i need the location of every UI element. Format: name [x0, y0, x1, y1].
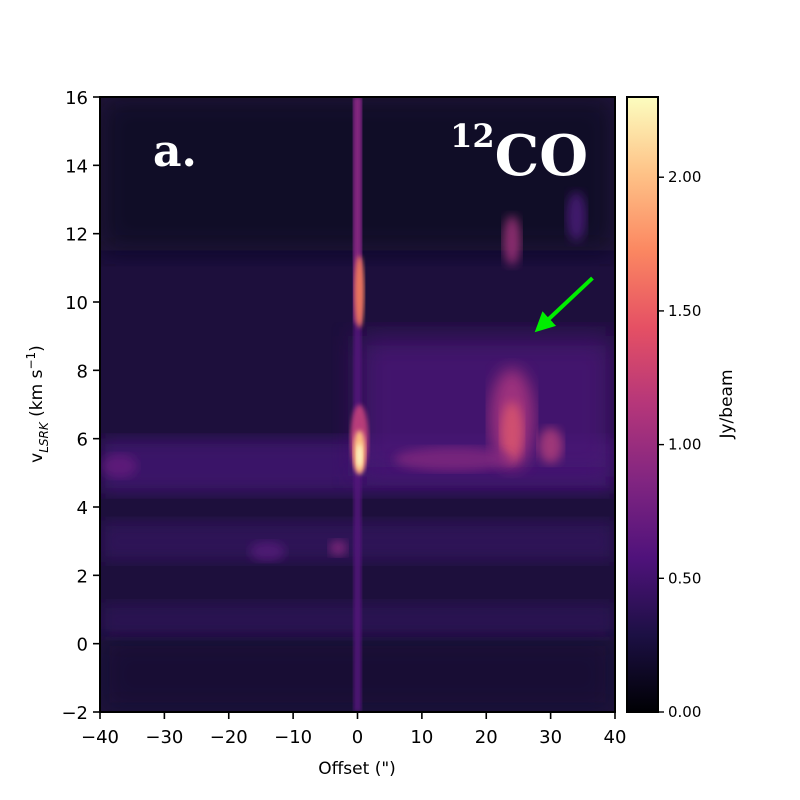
west-knot [249, 541, 286, 562]
y-tick-label: 14 [65, 156, 88, 177]
y-tick-label: −2 [61, 703, 88, 724]
y-tick-label: 12 [65, 225, 88, 246]
colorbar-label: Jy/beam [717, 369, 737, 439]
y-tick-label: 6 [77, 430, 88, 451]
x-tick-label: 10 [410, 727, 433, 748]
west-edge-knot [101, 454, 138, 478]
tracer-label: 12CO [450, 117, 588, 189]
y-tick-label: 0 [77, 635, 88, 656]
central-knot-low [329, 540, 348, 556]
y-tick-label: 10 [65, 293, 88, 314]
x-tick-label: −20 [210, 727, 248, 748]
east-cloud-tail [538, 427, 563, 464]
y-tick-label: 16 [65, 88, 88, 109]
x-tick-label: 20 [475, 727, 498, 748]
x-tick-label: 30 [539, 727, 562, 748]
x-tick-label: −30 [145, 727, 183, 748]
colorbar-tick-label: 1.50 [668, 302, 701, 320]
east-blob-high [503, 215, 521, 266]
central-peak-core [356, 443, 363, 468]
y-tick-label: 4 [77, 498, 88, 519]
y-tick-label: 8 [77, 361, 88, 382]
panel-label: a. [153, 126, 197, 177]
central-streak [353, 97, 362, 712]
x-tick-label: 0 [352, 727, 363, 748]
colorbar-tick-label: 2.00 [668, 168, 701, 186]
x-axis-label: Offset (") [318, 759, 396, 779]
heatmap-image [100, 97, 615, 712]
colorbar-tick-label: 0.50 [668, 569, 701, 587]
colorbar-tick-label: 1.00 [668, 436, 701, 454]
colorbar-tick-label: 0.00 [668, 703, 701, 721]
central-streak-upper [353, 97, 362, 323]
plateau-glow [394, 447, 515, 472]
feature-arrow [534, 276, 594, 333]
x-tick-label: −10 [274, 727, 312, 748]
x-tick-label: −40 [81, 727, 119, 748]
colorbar-ticks: 0.00 0.50 1.00 1.50 2.00 [658, 168, 701, 721]
x-axis-ticks: −40 −30 −20 −10 0 10 20 30 40 [81, 712, 626, 748]
east-cloud-core [501, 401, 523, 462]
y-axis-ticks: −2 0 2 4 6 8 10 12 14 16 [61, 88, 100, 724]
y-tick-label: 2 [77, 566, 88, 587]
colorbar [626, 96, 659, 713]
x-tick-label: 40 [604, 727, 627, 748]
y-axis-label: vLSRK (km s−1) [24, 345, 51, 463]
east-blob-faint [566, 191, 587, 242]
central-line-upper [354, 255, 365, 328]
